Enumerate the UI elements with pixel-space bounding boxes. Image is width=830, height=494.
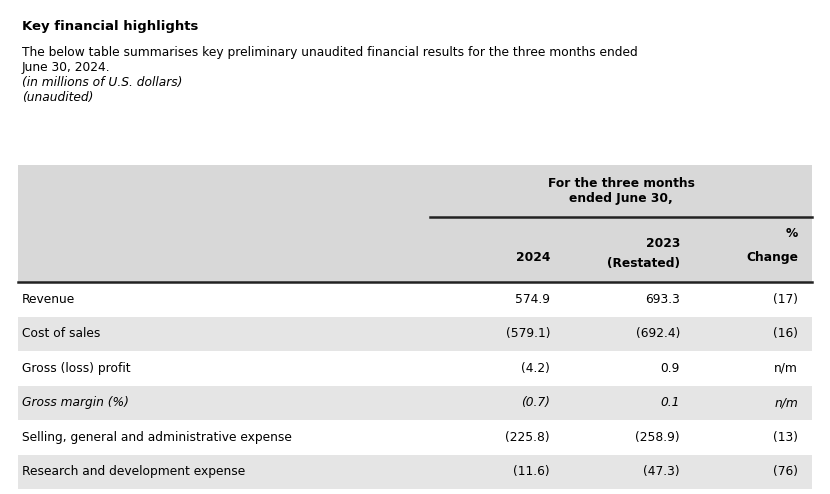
Bar	[18, 217, 812, 282]
Text: Selling, general and administrative expense: Selling, general and administrative expe…	[22, 431, 292, 444]
Text: (47.3): (47.3)	[643, 465, 680, 478]
Text: (16): (16)	[773, 327, 798, 340]
Text: For the three months
ended June 30,: For the three months ended June 30,	[548, 177, 695, 205]
Text: (11.6): (11.6)	[514, 465, 550, 478]
Text: (17): (17)	[773, 293, 798, 306]
Text: n/m: n/m	[774, 362, 798, 375]
Text: (258.9): (258.9)	[636, 431, 680, 444]
Text: Gross (loss) profit: Gross (loss) profit	[22, 362, 130, 375]
Text: (13): (13)	[773, 431, 798, 444]
Text: n/m: n/m	[774, 396, 798, 409]
Text: 2023: 2023	[646, 237, 680, 249]
Bar	[18, 420, 812, 454]
Bar	[18, 385, 812, 420]
Text: (Restated): (Restated)	[607, 257, 680, 270]
Text: 574.9: 574.9	[515, 293, 550, 306]
Bar	[18, 317, 812, 351]
Text: Gross margin (%): Gross margin (%)	[22, 396, 129, 409]
Text: 0.1: 0.1	[661, 396, 680, 409]
Bar	[18, 454, 812, 489]
Text: The below table summarises key preliminary unaudited financial results for the t: The below table summarises key prelimina…	[22, 46, 637, 59]
Text: 2024: 2024	[515, 251, 550, 264]
Text: 693.3: 693.3	[645, 293, 680, 306]
Bar	[18, 165, 812, 217]
Bar	[18, 351, 812, 385]
Text: Key financial highlights: Key financial highlights	[22, 20, 198, 33]
Text: 0.9: 0.9	[661, 362, 680, 375]
Text: (225.8): (225.8)	[505, 431, 550, 444]
Bar	[18, 282, 812, 317]
Bar	[18, 489, 812, 494]
Text: (unaudited): (unaudited)	[22, 91, 93, 104]
Text: (0.7): (0.7)	[521, 396, 550, 409]
Text: Change: Change	[746, 251, 798, 264]
Text: Revenue: Revenue	[22, 293, 76, 306]
Text: (4.2): (4.2)	[521, 362, 550, 375]
Text: June 30, 2024.: June 30, 2024.	[22, 61, 110, 74]
Text: (in millions of U.S. dollars): (in millions of U.S. dollars)	[22, 76, 183, 89]
Text: (579.1): (579.1)	[505, 327, 550, 340]
Text: Research and development expense: Research and development expense	[22, 465, 245, 478]
Text: Cost of sales: Cost of sales	[22, 327, 100, 340]
Text: (76): (76)	[773, 465, 798, 478]
Text: %: %	[786, 227, 798, 240]
Text: (692.4): (692.4)	[636, 327, 680, 340]
